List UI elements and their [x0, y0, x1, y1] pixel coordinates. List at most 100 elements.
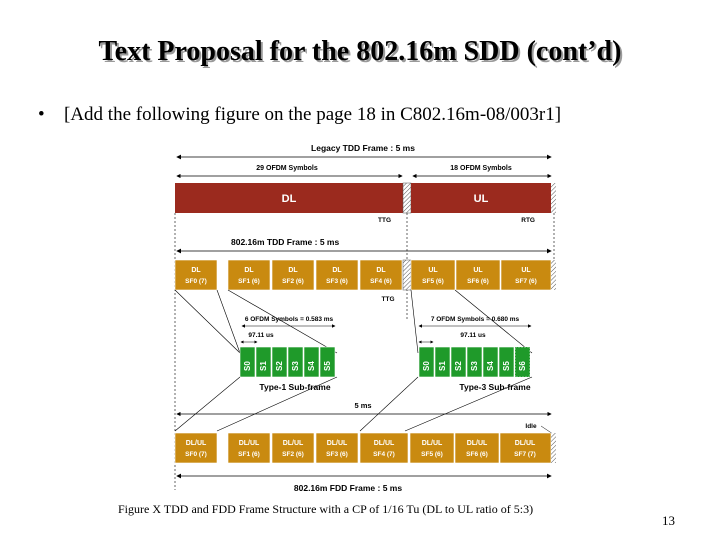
legacy-ul-block: [411, 183, 551, 213]
tdd-subframe-box: [227, 259, 271, 291]
fdd-subframe: DL/UL SF1 (6): [227, 432, 271, 464]
fdd-subframe-type: DL/UL: [327, 440, 348, 447]
symbol-label: S3: [291, 361, 300, 371]
expand-line: [454, 289, 533, 354]
symbol-box: [450, 346, 467, 378]
seven-symbols-label: 7 OFDM Symbols = 0.680 ms: [431, 316, 520, 323]
symbol-box: [287, 346, 304, 378]
fdd-subframe-id: SF5 (6): [421, 451, 443, 458]
fdd-subframe-type: DL/UL: [283, 440, 304, 447]
fdd-frame-title: 802.16m FDD Frame : 5 ms: [294, 483, 402, 493]
symbol-label: S4: [307, 361, 316, 371]
legacy-dl-label: DL: [282, 193, 297, 205]
fdd-subframe-type: DL/UL: [422, 440, 443, 447]
ul-symbols-label: 18 OFDM Symbols: [450, 165, 512, 172]
tdd-subframe-id: SF5 (6): [422, 278, 444, 285]
symbol-box: [418, 346, 435, 378]
type3-symbol: S6: [514, 346, 531, 378]
tdd-frame-title: 802.16m TDD Frame : 5 ms: [231, 237, 339, 247]
tdd-subframe-box: [174, 259, 218, 291]
fdd-subframe: DL/UL SF7 (7): [499, 432, 552, 464]
fdd-subframe-id: SF0 (7): [185, 451, 207, 458]
tdd-subframe-type: DL: [376, 267, 386, 274]
symbol-label: S0: [243, 361, 252, 371]
fdd-subframe-type: DL/UL: [467, 440, 488, 447]
ttg-label: TTG: [378, 217, 391, 224]
fdd-subframe-id: SF6 (6): [466, 451, 488, 458]
tdd-subframe: UL SF7 (6): [500, 259, 552, 291]
symbol-label: S1: [259, 361, 268, 371]
symbol-box: [466, 346, 483, 378]
fdd-subframe-box: [315, 432, 359, 464]
symbol-box: [303, 346, 320, 378]
bullet-label: [Add the following figure on the page 18…: [64, 104, 562, 125]
type1-symbol: S4: [303, 346, 320, 378]
tdd-subframe-box: [410, 259, 456, 291]
fdd-subframe-id: SF4 (7): [373, 451, 395, 458]
type3-symbol: S2: [450, 346, 467, 378]
tdd-subframe: UL SF6 (6): [455, 259, 501, 291]
bullet-dot: •: [38, 104, 45, 125]
us-left-label: 97.11 us: [248, 332, 274, 339]
symbol-label: S5: [323, 361, 332, 371]
expand-line: [174, 289, 241, 354]
tdd-subframe: DL SF1 (6): [227, 259, 271, 291]
fdd-subframe-box: [271, 432, 315, 464]
symbol-box: [239, 346, 256, 378]
fdd-subframe: DL/UL SF4 (7): [359, 432, 409, 464]
tdd-subframe-type: UL: [473, 267, 483, 274]
slide-title: Text Proposal for the 802.16m SDD (cont’…: [98, 36, 622, 67]
type3-symbol: S1: [434, 346, 451, 378]
fdd-subframe-id: SF3 (6): [326, 451, 348, 458]
tdd-ttg-gap: [402, 259, 412, 291]
symbol-label: S1: [438, 361, 447, 371]
tdd-subframe-box: [500, 259, 552, 291]
fdd-subframe-type: DL/UL: [515, 440, 536, 447]
fdd-subframe-id: SF1 (6): [238, 451, 260, 458]
tdd-subframe: DL SF4 (6): [359, 259, 403, 291]
type1-symbol: S2: [271, 346, 288, 378]
tdd-subframe: DL SF3 (6): [315, 259, 359, 291]
idle-pointer: [540, 425, 554, 435]
tdd-subframe-id: SF4 (6): [370, 278, 392, 285]
bullet-text: • [Add the following figure on the page 1…: [38, 104, 561, 126]
legacy-ul-label: UL: [474, 193, 489, 205]
expand-line: [216, 289, 241, 354]
symbol-label: S4: [486, 361, 495, 371]
tdd-subframe: DL SF0 (7): [174, 259, 218, 291]
expand-line: [227, 289, 338, 354]
type3-symbol: S4: [482, 346, 499, 378]
fdd-subframe: DL/UL SF3 (6): [315, 432, 359, 464]
fdd-subframe-box: [359, 432, 409, 464]
frame-structure-figure: Legacy TDD Frame : 5 ms 29 OFDM Symbols …: [174, 143, 556, 493]
type1-symbol: S0: [239, 346, 256, 378]
ttg-label-tdd: TTG: [382, 296, 395, 303]
symbol-label: S2: [275, 361, 284, 371]
type1-symbol: S1: [255, 346, 272, 378]
tdd-subframe-id: SF3 (6): [326, 278, 348, 285]
figure-caption: Figure X TDD and FDD Frame Structure wit…: [118, 502, 534, 516]
tdd-subframe-type: UL: [521, 267, 531, 274]
fdd-subframe-id: SF7 (7): [514, 451, 536, 458]
expand-line: [216, 376, 338, 432]
tdd-rtg-gap: [551, 260, 556, 290]
legacy-rtg-gap: [551, 183, 556, 213]
symbol-box: [319, 346, 336, 378]
tdd-subframe-type: DL: [288, 267, 298, 274]
expand-line: [174, 376, 241, 432]
fdd-subframe-type: DL/UL: [239, 440, 260, 447]
tdd-subframe-id: SF6 (6): [467, 278, 489, 285]
dl-symbols-label: 29 OFDM Symbols: [256, 165, 318, 172]
type3-symbol: S0: [418, 346, 435, 378]
symbol-box: [271, 346, 288, 378]
type1-symbol: S5: [319, 346, 336, 378]
tdd-subframe-id: SF0 (7): [185, 278, 207, 285]
tdd-subframe: DL SF2 (6): [271, 259, 315, 291]
page-number: 13: [662, 513, 675, 528]
expand-line: [404, 376, 533, 432]
tdd-subframe-id: SF7 (6): [515, 278, 537, 285]
fdd-subframe-id: SF2 (6): [282, 451, 304, 458]
tdd-subframe-type: DL: [244, 267, 254, 274]
fdd-subframe: DL/UL SF2 (6): [271, 432, 315, 464]
legacy-ttg-gap: [402, 182, 412, 214]
